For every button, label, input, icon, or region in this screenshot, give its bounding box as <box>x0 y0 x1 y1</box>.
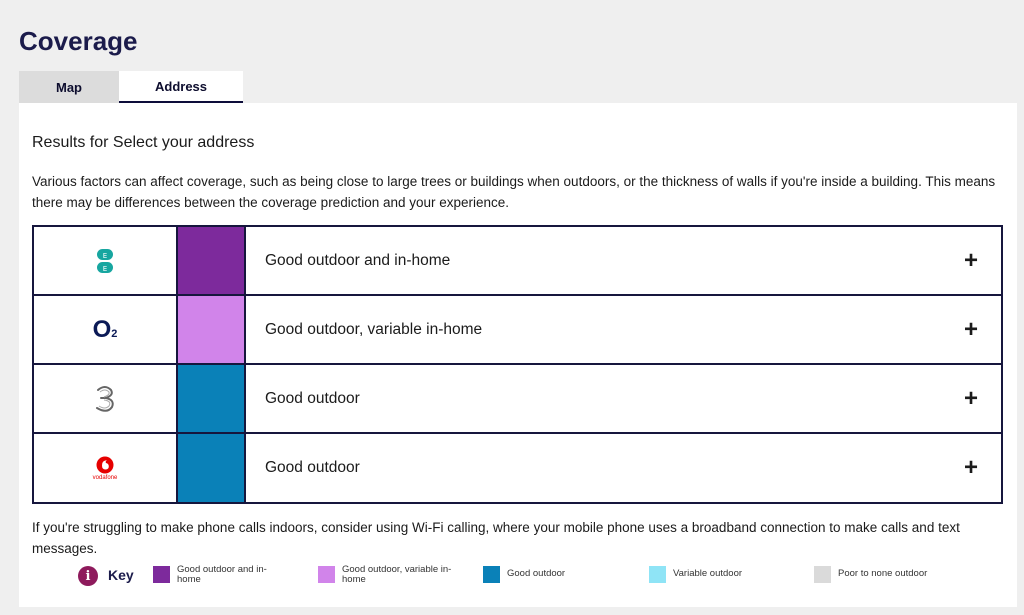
vodafone-logo-icon: vodafone <box>92 456 118 481</box>
vodafone-wordmark: vodafone <box>92 474 118 481</box>
o2-logo-icon: O2 <box>93 316 118 344</box>
network-logo-cell: E E <box>34 227 178 294</box>
expand-plus-icon[interactable]: + <box>963 454 978 481</box>
wifi-calling-note: If you're struggling to make phone calls… <box>32 520 960 556</box>
network-logo-cell: vodafone <box>34 434 178 502</box>
tab-map[interactable]: Map <box>19 71 119 104</box>
key-item: Good outdoor, variable in-home <box>318 565 470 585</box>
expand-plus-icon[interactable]: + <box>963 315 978 343</box>
results-panel: Results for Select your address Various … <box>19 103 1017 607</box>
key-swatch <box>153 566 170 583</box>
coverage-table: E E Good outdoor and in-home + O2 Good o… <box>32 225 1003 504</box>
network-row-vodafone[interactable]: vodafone Good outdoor + <box>34 434 1001 502</box>
coverage-label: Good outdoor and in-home <box>265 251 451 269</box>
key-swatch <box>649 566 666 583</box>
coverage-key: i Key Good outdoor and in-home Good outd… <box>19 565 1017 587</box>
key-item-label: Good outdoor and in-home <box>177 564 267 585</box>
network-row-o2[interactable]: O2 Good outdoor, variable in-home + <box>34 296 1001 365</box>
coverage-swatch <box>178 365 246 432</box>
key-item: Good outdoor <box>483 565 565 583</box>
key-swatch <box>318 566 335 583</box>
coverage-swatch <box>178 296 246 363</box>
three-logo-icon <box>96 385 114 412</box>
key-item: Poor to none outdoor <box>814 565 927 583</box>
coverage-label: Good outdoor <box>265 459 360 476</box>
ee-logo-icon: E E <box>97 248 113 273</box>
coverage-swatch <box>178 434 246 502</box>
key-item-label: Good outdoor <box>507 568 566 579</box>
key-item: Variable outdoor <box>649 565 742 583</box>
results-title: Results for Select your address <box>32 134 255 151</box>
coverage-label: Good outdoor <box>265 389 360 407</box>
network-row-ee[interactable]: E E Good outdoor and in-home + <box>34 227 1001 296</box>
svg-text:E: E <box>103 265 107 273</box>
key-item-label: Good outdoor, variable in-home <box>342 564 452 585</box>
coverage-disclaimer: Various factors can affect coverage, suc… <box>32 174 996 210</box>
network-logo-cell <box>34 365 178 432</box>
key-swatch <box>814 566 831 583</box>
svg-text:E: E <box>103 252 107 260</box>
coverage-label: Good outdoor, variable in-home <box>265 320 483 338</box>
coverage-swatch <box>178 227 246 294</box>
tab-bar: Map Address <box>19 71 243 104</box>
key-item-label: Poor to none outdoor <box>838 568 928 579</box>
o2-logo-letter: O <box>92 315 112 343</box>
key-item-label: Variable outdoor <box>673 568 743 579</box>
o2-logo-subscript: 2 <box>111 327 118 340</box>
network-row-three[interactable]: Good outdoor + <box>34 365 1001 434</box>
tab-address[interactable]: Address <box>119 71 243 104</box>
network-logo-cell: O2 <box>34 296 178 363</box>
info-icon[interactable]: i <box>78 566 98 586</box>
expand-plus-icon[interactable]: + <box>963 384 978 412</box>
page-title: Coverage <box>19 26 138 56</box>
expand-plus-icon[interactable]: + <box>963 246 978 274</box>
key-label: Key <box>108 567 134 583</box>
key-item: Good outdoor and in-home <box>153 565 287 585</box>
key-swatch <box>483 566 500 583</box>
